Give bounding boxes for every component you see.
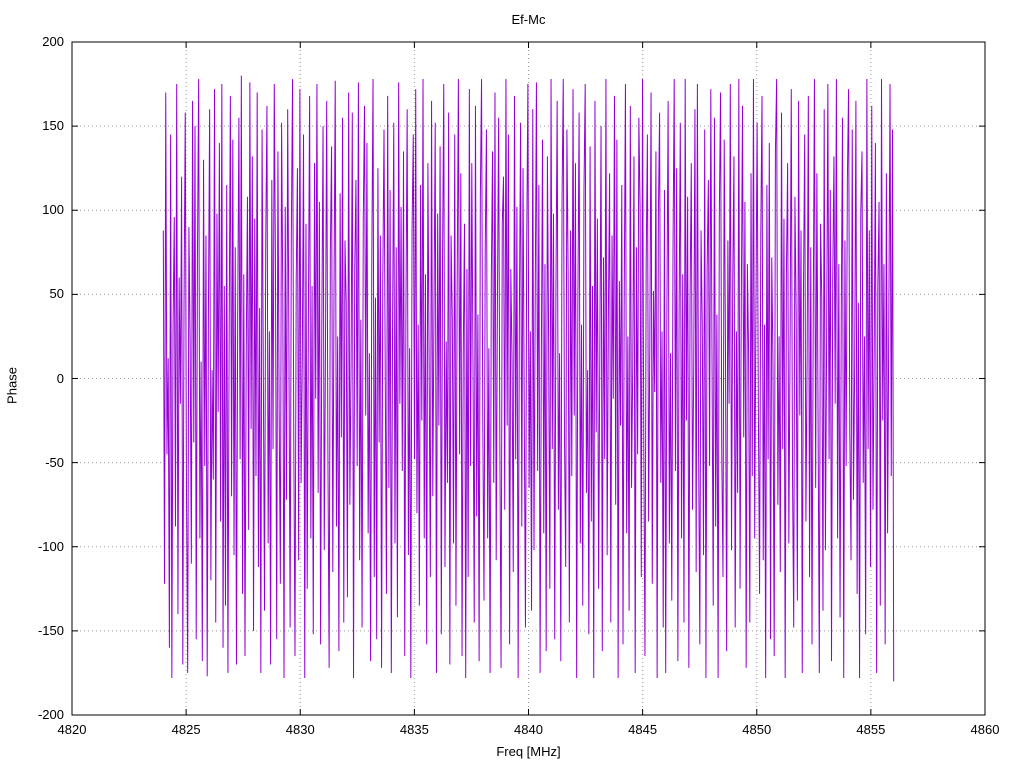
y-tick-label: 0 xyxy=(56,370,64,386)
phase-series-line xyxy=(162,75,895,682)
x-tick-label: 4845 xyxy=(628,722,658,737)
y-tick-label: -50 xyxy=(45,454,64,470)
y-tick-label: -200 xyxy=(37,707,64,722)
chart-title: Ef-Mc xyxy=(511,12,546,27)
y-axis-label: Phase xyxy=(4,367,20,404)
y-tick-label: 100 xyxy=(42,202,64,218)
x-tick-label: 4820 xyxy=(57,722,87,737)
x-tick-label: 4850 xyxy=(742,722,772,737)
x-tick-label: 4830 xyxy=(285,722,315,737)
x-tick-label: 4860 xyxy=(970,722,1000,737)
y-tick-label: 50 xyxy=(49,286,64,302)
y-tick-label: 150 xyxy=(42,118,64,134)
x-tick-label: 4825 xyxy=(171,722,201,737)
x-tick-label: 4840 xyxy=(514,722,543,737)
y-tick-label: -100 xyxy=(37,538,64,554)
x-axis-label: Freq [MHz] xyxy=(496,744,561,759)
y-tick-label: -150 xyxy=(37,622,64,638)
x-tick-label: 4835 xyxy=(399,722,429,737)
x-tick-label: 4855 xyxy=(856,722,886,737)
y-tick-label: 200 xyxy=(42,34,64,49)
